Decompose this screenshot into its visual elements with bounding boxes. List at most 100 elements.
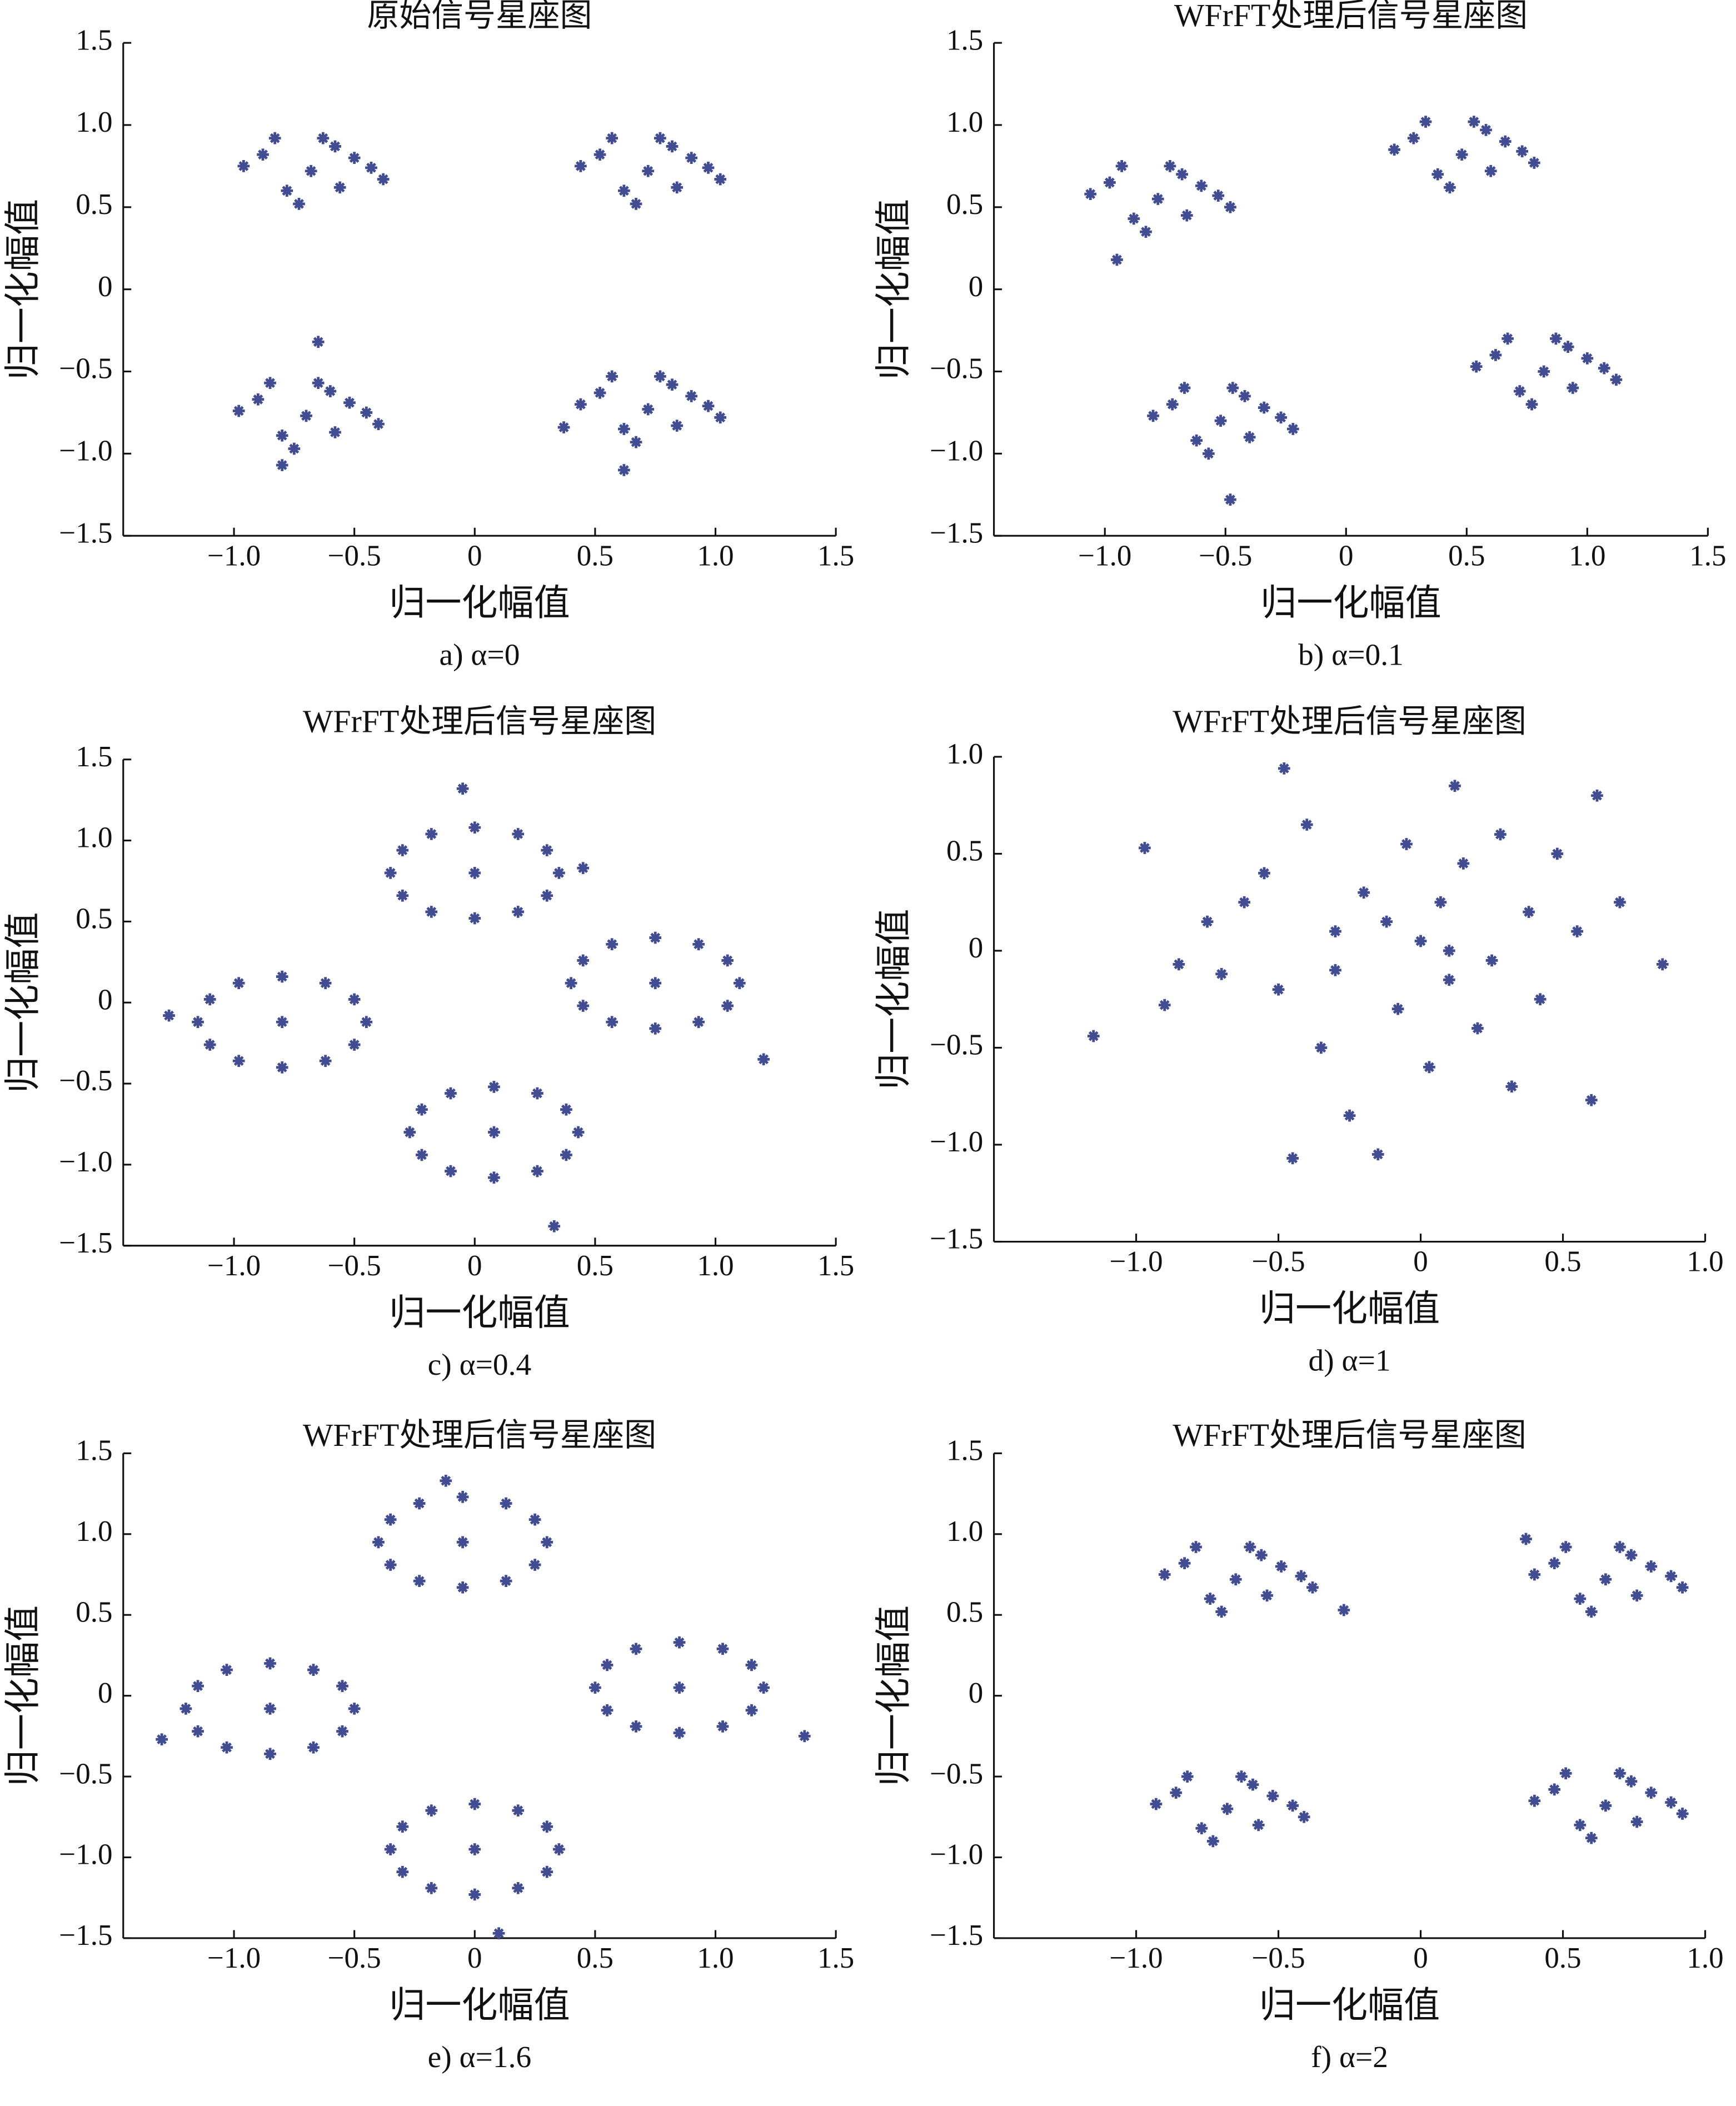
point [666,378,679,391]
point [456,1581,469,1594]
point [714,173,727,186]
chart-title: WFrFT处理后信号星座图 [303,703,656,739]
x-tick-label: 1.5 [817,540,854,572]
point [1180,209,1193,222]
point [276,1016,288,1029]
point [1329,925,1341,937]
point [1625,1549,1638,1561]
point [203,1039,216,1051]
point [1258,401,1270,414]
caption: c) α=0.4 [428,1348,532,1381]
point [445,1087,457,1100]
y-tick-label: −1.0 [59,435,112,467]
point [348,152,361,164]
x-axis-label: 归一化幅值 [1260,583,1441,623]
point [565,977,577,990]
point [1150,1798,1163,1810]
point [685,390,698,402]
point [307,1741,320,1754]
y-tick-label: −1.0 [930,1839,983,1871]
y-tick-label: 0 [98,1677,113,1709]
x-tick-label: −0.5 [328,540,381,572]
point [618,423,630,435]
point [1471,1022,1484,1035]
point [1571,925,1584,937]
point [1434,896,1447,909]
point [1443,945,1455,957]
point [1599,1573,1612,1586]
point [1261,1589,1273,1602]
chart-title: WFrFT处理后信号星座图 [1173,703,1526,739]
x-tick-label: 1.0 [697,1250,734,1282]
point [288,442,301,455]
point [1645,1560,1658,1573]
point [1170,1786,1183,1799]
point [557,421,570,433]
point [553,1843,565,1855]
point [1528,157,1540,169]
y-tick-label: −1.5 [930,1223,983,1255]
y-tick-label: −1.5 [59,1919,112,1952]
point [1380,915,1393,928]
x-axis-label: 归一化幅值 [1259,1289,1440,1329]
point [593,148,606,161]
y-axis-label: 归一化幅值 [3,199,43,380]
x-tick-label: 0 [1413,1246,1428,1278]
point [1513,385,1526,397]
x-tick-label: −0.5 [1251,1942,1305,1974]
point [1645,1786,1658,1799]
point [329,426,341,438]
y-tick-label: 1.5 [946,24,983,56]
point [425,906,438,918]
point [1431,168,1444,181]
point [1286,1152,1299,1165]
point [425,828,438,840]
point [1178,382,1191,394]
point [1215,967,1228,980]
point [1151,193,1164,205]
y-tick-label: 0.5 [946,188,983,221]
point [1630,1589,1643,1602]
point [329,140,341,153]
point [413,1575,426,1588]
x-tick-label: −0.5 [328,1250,381,1282]
point [757,1681,770,1694]
point [673,1681,686,1694]
x-tick-label: 0 [1339,540,1354,572]
point [649,931,662,944]
x-tick-label: 1.5 [817,1942,854,1974]
point [1581,352,1594,365]
point [1444,181,1456,194]
point [319,1055,332,1067]
point [1656,958,1669,971]
point [179,1703,192,1715]
point [1455,148,1468,161]
point [348,1039,361,1051]
point [1449,780,1461,792]
x-tick-label: 1.0 [1687,1246,1723,1278]
point [1087,1030,1100,1042]
y-tick-label: 1.0 [76,1515,112,1548]
point [671,181,684,194]
point [264,1657,276,1670]
point [468,867,481,879]
point [396,1820,409,1833]
point [232,977,245,990]
point [425,1804,438,1817]
y-tick-label: 1.5 [76,1435,112,1467]
y-tick-label: −0.5 [59,353,112,385]
point [365,162,377,174]
y-tick-label: 1.5 [946,1435,983,1467]
point [1275,1560,1288,1573]
point [798,1730,811,1743]
y-tick-label: 0 [969,271,984,303]
point [601,1704,613,1716]
point [1505,1080,1518,1093]
point [192,1016,204,1029]
point [377,173,390,186]
point [1388,143,1400,156]
y-tick-label: 0.5 [76,188,112,221]
point [1140,226,1152,238]
x-tick-label: 0.5 [577,1942,613,1974]
point [577,1000,590,1012]
